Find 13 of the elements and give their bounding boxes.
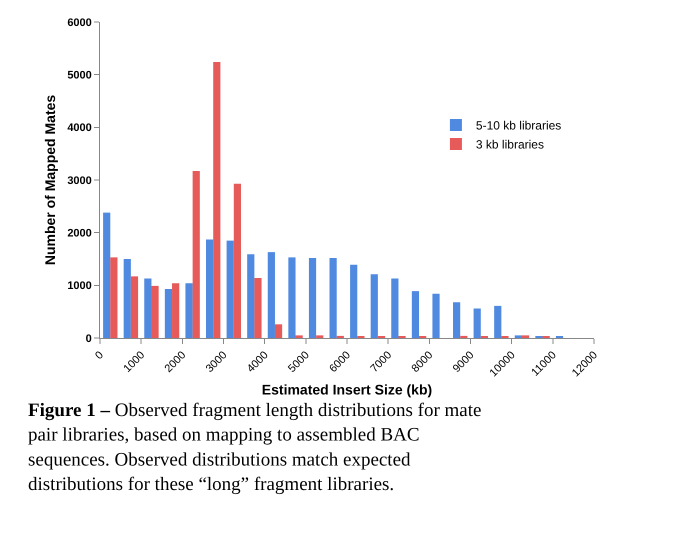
- y-tick-label: 3000: [67, 174, 92, 187]
- y-tick-label: 1000: [67, 280, 92, 292]
- y-tick-label: 0: [86, 332, 92, 345]
- y-tick-label: 5000: [67, 70, 92, 82]
- legend-label: 5-10 kb libraries: [476, 118, 562, 133]
- y-tick-label: 6000: [67, 16, 92, 29]
- x-tick-label: 0: [93, 349, 106, 362]
- text: Figure 1 – Observed fragment length distributions for mate pair libraries, based on mapping to assembled BAC sequences. Observed distributions match expected distributions for these “long” fragment libraries.: [28, 400, 482, 496]
- x-axis-title: Estimated Insert Size (kb): [262, 382, 432, 398]
- y-axis-title: Number of Mapped Mates: [42, 94, 58, 266]
- y-tick-label: 4000: [67, 122, 92, 134]
- y-tick-label: 2000: [67, 228, 92, 240]
- legend-label: 3 kb libraries: [476, 138, 544, 152]
